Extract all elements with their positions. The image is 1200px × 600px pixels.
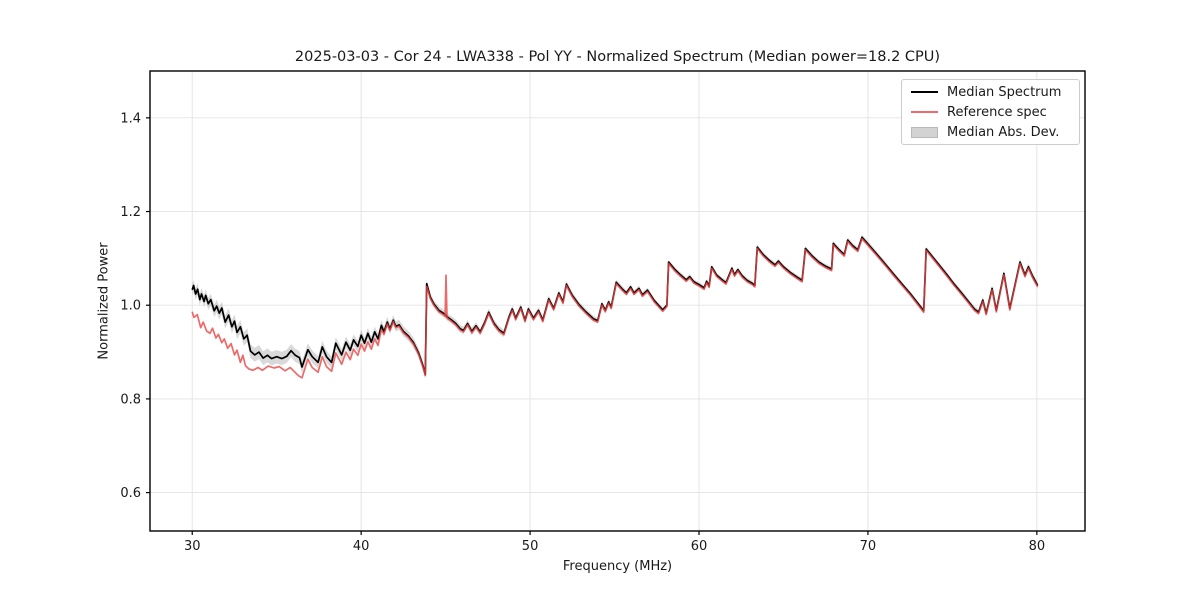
chart-title: 2025-03-03 - Cor 24 - LWA338 - Pol YY - … (294, 49, 941, 65)
x-tick-label: 40 (353, 539, 370, 554)
legend-label: Median Spectrum (947, 84, 1062, 100)
x-tick-label: 70 (860, 539, 877, 554)
y-tick-label: 0.6 (120, 486, 141, 501)
y-tick-label: 1.0 (120, 299, 141, 314)
legend-entry-reference-spec: Reference spec (902, 102, 1079, 122)
legend-label: Median Abs. Dev. (947, 124, 1060, 140)
y-tick-label: 0.8 (120, 392, 141, 407)
x-tick-label: 80 (1029, 539, 1046, 554)
reference-spec-line (191, 237, 1039, 379)
reference-spec-line-swatch (911, 111, 938, 113)
axes-spines (149, 70, 1086, 532)
legend-entry-median-abs-dev: Median Abs. Dev. (902, 122, 1079, 142)
legend: Median Spectrum Reference spec Median Ab… (901, 79, 1080, 145)
median-spectrum-line-swatch (911, 91, 938, 93)
median-abs-dev-patch-swatch (911, 126, 938, 138)
y-tick-label: 1.4 (120, 111, 141, 126)
x-axis-label: Frequency (MHz) (562, 559, 673, 574)
y-axis-label: Normalized Power (96, 242, 112, 360)
x-tick-label: 50 (522, 539, 539, 554)
x-tick-label: 60 (691, 539, 708, 554)
y-tick-label: 1.2 (120, 205, 141, 220)
legend-entry-median-spectrum: Median Spectrum (902, 82, 1079, 102)
legend-label: Reference spec (947, 104, 1047, 120)
x-tick-label: 30 (184, 539, 201, 554)
